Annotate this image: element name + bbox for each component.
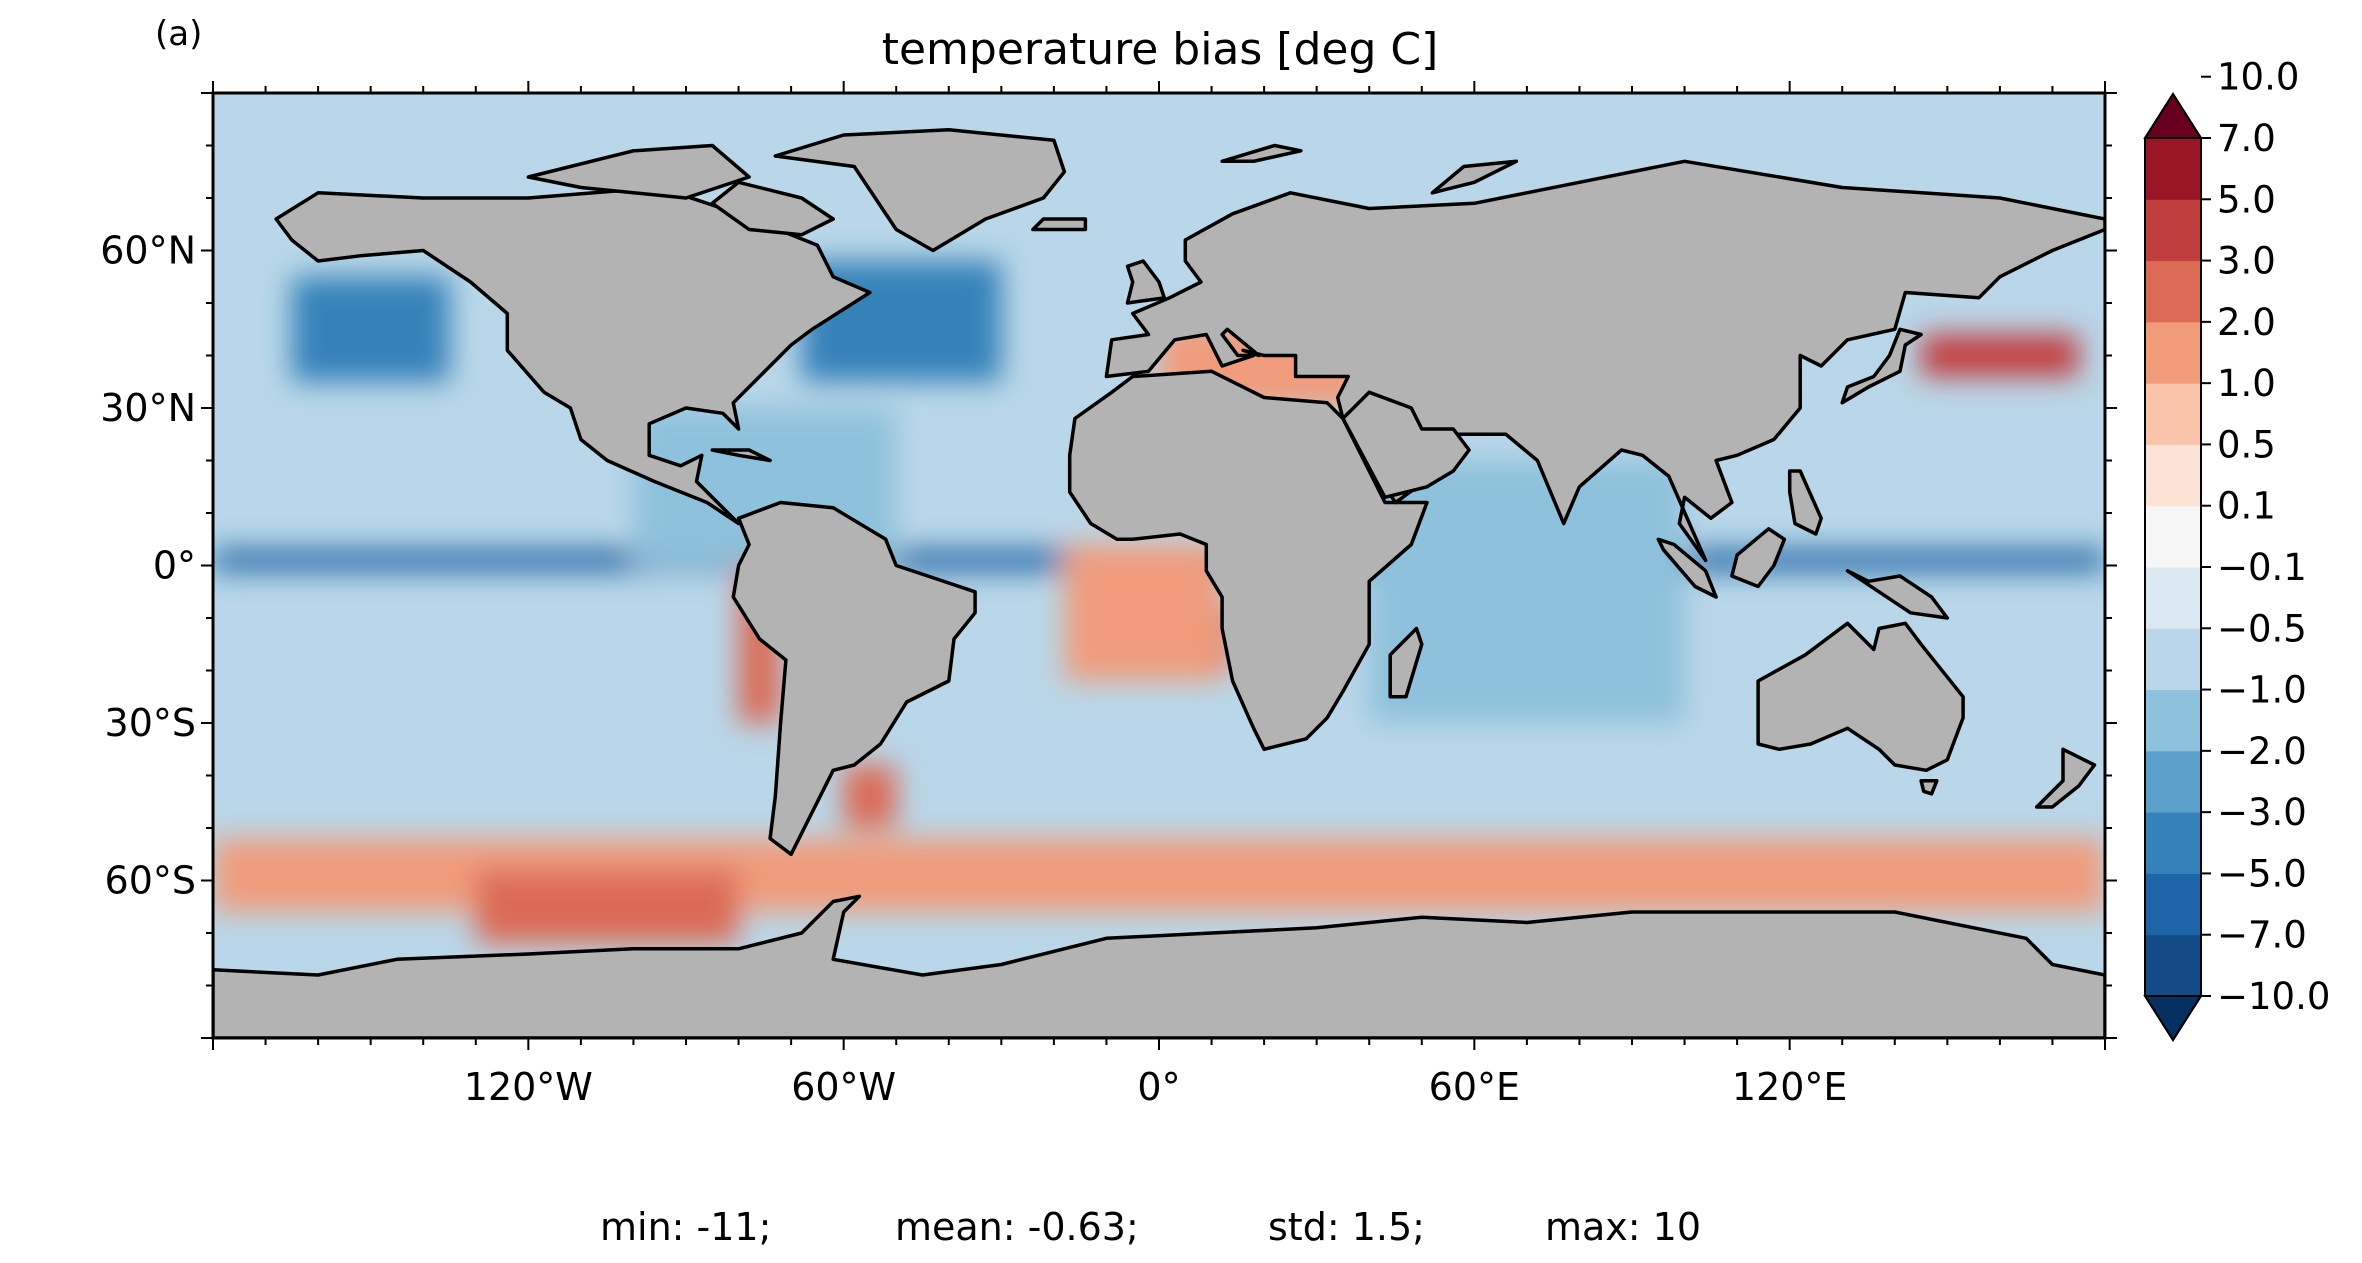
colorbar-segment bbox=[2145, 444, 2201, 507]
landmass-japan bbox=[1840, 327, 1923, 405]
lat-tick-label: 30°S bbox=[105, 701, 196, 745]
colorbar-tick-label: 1.0 bbox=[2217, 362, 2276, 405]
colorbar-tick-label: −0.1 bbox=[2217, 546, 2307, 589]
longitude-axis: 120°W 60°W 0° 60°E 120°E bbox=[212, 81, 2106, 1109]
colorbar-tick-label: −5.0 bbox=[2217, 852, 2307, 895]
colorbar-tick-label: −7.0 bbox=[2217, 914, 2307, 957]
landmass-baffin-island bbox=[710, 180, 835, 237]
lat-tick-label: 60°N bbox=[100, 229, 196, 273]
colorbar-tick-label: 0.1 bbox=[2217, 485, 2276, 528]
landmass-novaya-zemlya bbox=[1430, 159, 1519, 195]
lon-tick-label: 120°E bbox=[1732, 1065, 1848, 1109]
stat-min: min: -11; bbox=[600, 1205, 771, 1249]
colorbar-tick-label: 7.0 bbox=[2217, 117, 2276, 160]
colorbar-segment bbox=[2145, 260, 2201, 323]
landmass-iceland bbox=[1031, 217, 1088, 232]
land-layer bbox=[213, 128, 2105, 1038]
landmass-arabia bbox=[1341, 390, 1471, 500]
latitude-axis: 60°N 30°N 0° 30°S 60°S bbox=[100, 92, 2117, 1039]
colorbar-segment bbox=[2145, 138, 2201, 200]
landmass-greenland bbox=[773, 128, 1067, 253]
colorbar-segment bbox=[2145, 505, 2201, 568]
stat-std: std: 1.5; bbox=[1268, 1205, 1425, 1249]
lon-tick-label: 60°W bbox=[791, 1065, 896, 1109]
panel-label: (a) bbox=[155, 14, 202, 54]
bias-region bbox=[843, 765, 897, 828]
colorbar-segment bbox=[2145, 628, 2201, 691]
stat-mean: mean: -0.63; bbox=[895, 1205, 1139, 1249]
landmass-british-isles bbox=[1125, 259, 1167, 305]
lon-tick-label: 0° bbox=[1137, 1065, 1180, 1109]
landmass-borneo bbox=[1730, 527, 1787, 589]
colorbar-tick-label: −10.0 bbox=[2217, 975, 2330, 1018]
landmass-philippines bbox=[1787, 469, 1823, 536]
colorbar-segment bbox=[2145, 321, 2201, 384]
colorbar-tick-label: −3.0 bbox=[2217, 791, 2307, 834]
landmass-cuba bbox=[710, 448, 772, 463]
colorbar-tick-label: −2.0 bbox=[2217, 730, 2307, 773]
colorbar-tick-label: 3.0 bbox=[2217, 240, 2276, 283]
colorbar-tick-label: −0.5 bbox=[2217, 607, 2307, 650]
bias-region bbox=[1064, 544, 1223, 681]
bias-region bbox=[1369, 460, 1685, 723]
colorbar-tick-label: 2.0 bbox=[2217, 301, 2276, 344]
colorbar-segment bbox=[2145, 934, 2201, 997]
landmass-new-zealand bbox=[2034, 747, 2097, 809]
colorbar-segment bbox=[2145, 567, 2201, 629]
map-title: temperature bias [deg C] bbox=[882, 24, 1439, 75]
bias-region bbox=[475, 870, 739, 944]
lat-tick-label: 0° bbox=[153, 544, 196, 588]
colorbar-over-arrow bbox=[2143, 92, 2203, 139]
colorbar-segment bbox=[2145, 383, 2201, 445]
landmass-new-guinea bbox=[1845, 569, 1950, 620]
landmass-antarctica bbox=[213, 894, 2105, 1038]
colorbar-segment bbox=[2145, 812, 2201, 874]
colorbar-segment bbox=[2145, 873, 2201, 936]
lat-tick-label: 60°S bbox=[105, 859, 196, 903]
colorbar-segment bbox=[2145, 199, 2201, 262]
landmass-south-america bbox=[731, 500, 977, 857]
bias-region bbox=[291, 276, 450, 382]
colorbar-tick-label: 5.0 bbox=[2217, 178, 2276, 221]
bias-region bbox=[1921, 334, 2079, 377]
landmass-north-america bbox=[274, 185, 872, 526]
stats-line: min: -11; mean: -0.63; std: 1.5; max: 10 bbox=[600, 1205, 1701, 1249]
landmass-australia bbox=[1756, 621, 1965, 773]
landmass-tasmania bbox=[1919, 779, 1939, 796]
colorbar-tick-label: 0.5 bbox=[2217, 423, 2276, 466]
landmass-africa bbox=[1067, 369, 1429, 752]
colorbar-segment bbox=[2145, 750, 2201, 813]
landmass-eurasia bbox=[1104, 159, 2105, 563]
map-panel bbox=[213, 93, 2105, 1038]
lat-tick-label: 30°N bbox=[100, 386, 196, 430]
landmass-sumatra bbox=[1656, 537, 1718, 599]
colorbar-tick-label: 10.0 bbox=[2217, 56, 2299, 99]
lon-tick-label: 60°E bbox=[1429, 1065, 1520, 1109]
lon-tick-label: 120°W bbox=[464, 1065, 593, 1109]
landmass-canadian-archipelago bbox=[526, 143, 751, 200]
stat-max: max: 10 bbox=[1545, 1205, 1701, 1249]
landmass-madagascar bbox=[1388, 626, 1424, 699]
landmass-svalbard bbox=[1220, 143, 1303, 164]
colorbar-under-arrow bbox=[2143, 995, 2203, 1042]
colorbar-segment bbox=[2145, 689, 2201, 752]
colorbar: −10.0 −7.0 −5.0 −3.0 −2.0 −1.0 −0.5 −0.1 0.1 0.5 1… bbox=[2143, 56, 2330, 1042]
colorbar-tick-label: −1.0 bbox=[2217, 669, 2307, 712]
